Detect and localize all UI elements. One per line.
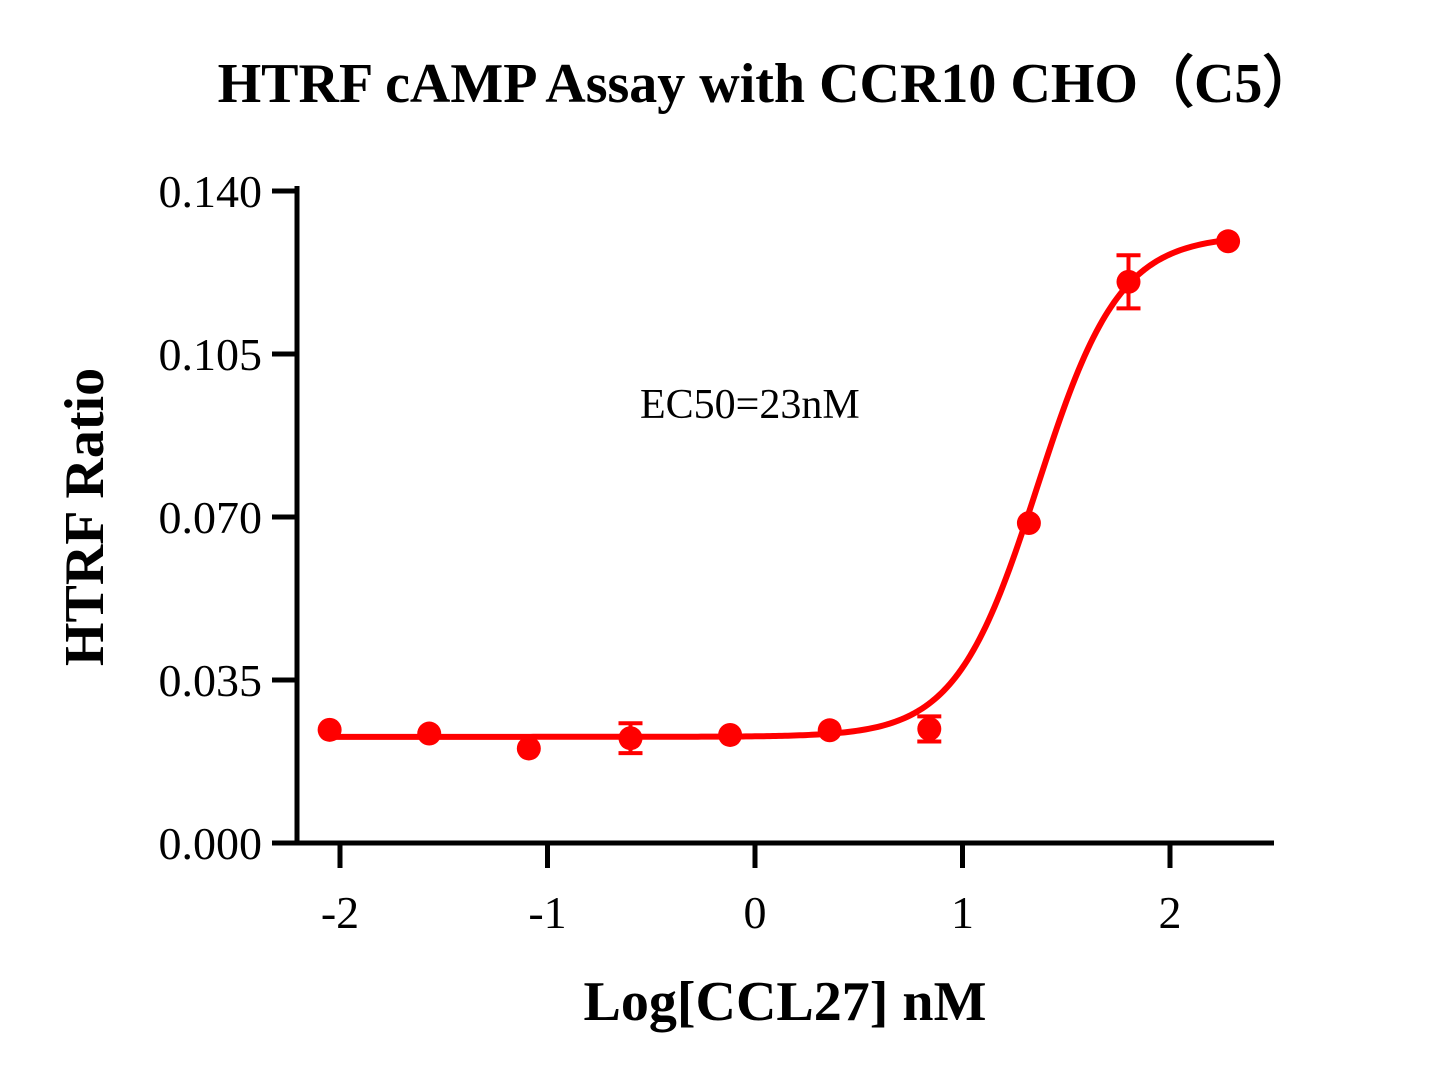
data-point [817, 718, 842, 743]
x-tick-label: 0 [744, 887, 767, 938]
data-point [1116, 269, 1141, 294]
x-tick-label: 1 [951, 887, 974, 938]
x-tick-label: -2 [321, 887, 359, 938]
data-point [1016, 511, 1041, 536]
data-point [618, 726, 643, 751]
error-bars [618, 253, 1141, 756]
y-axis-title: HTRF Ratio [54, 368, 116, 666]
x-tick-label: -1 [528, 887, 566, 938]
ec50-annotation: EC50=23nM [640, 382, 860, 428]
y-tick-label: 0.000 [159, 818, 263, 869]
fit-curve [326, 236, 1232, 740]
data-point [917, 716, 942, 741]
data-point [516, 736, 541, 761]
y-ticks: 0.000 0.035 0.070 0.105 0.140 [159, 166, 297, 869]
x-axis-title: Log[CCL27] nM [584, 971, 987, 1033]
data-point [417, 721, 442, 746]
data-points [317, 229, 1241, 761]
data-point [718, 722, 743, 747]
y-tick-label: 0.070 [159, 492, 263, 543]
chart-title: HTRF cAMP Assay with CCR10 CHO（C5） [218, 52, 1319, 115]
data-point [1216, 229, 1241, 254]
x-tick-label: 2 [1159, 887, 1182, 938]
x-ticks: -2 -1 0 1 2 [321, 843, 1182, 938]
y-tick-label: 0.035 [159, 655, 263, 706]
data-point [317, 717, 342, 742]
y-tick-label: 0.140 [159, 166, 263, 217]
y-tick-label: 0.105 [159, 329, 263, 380]
